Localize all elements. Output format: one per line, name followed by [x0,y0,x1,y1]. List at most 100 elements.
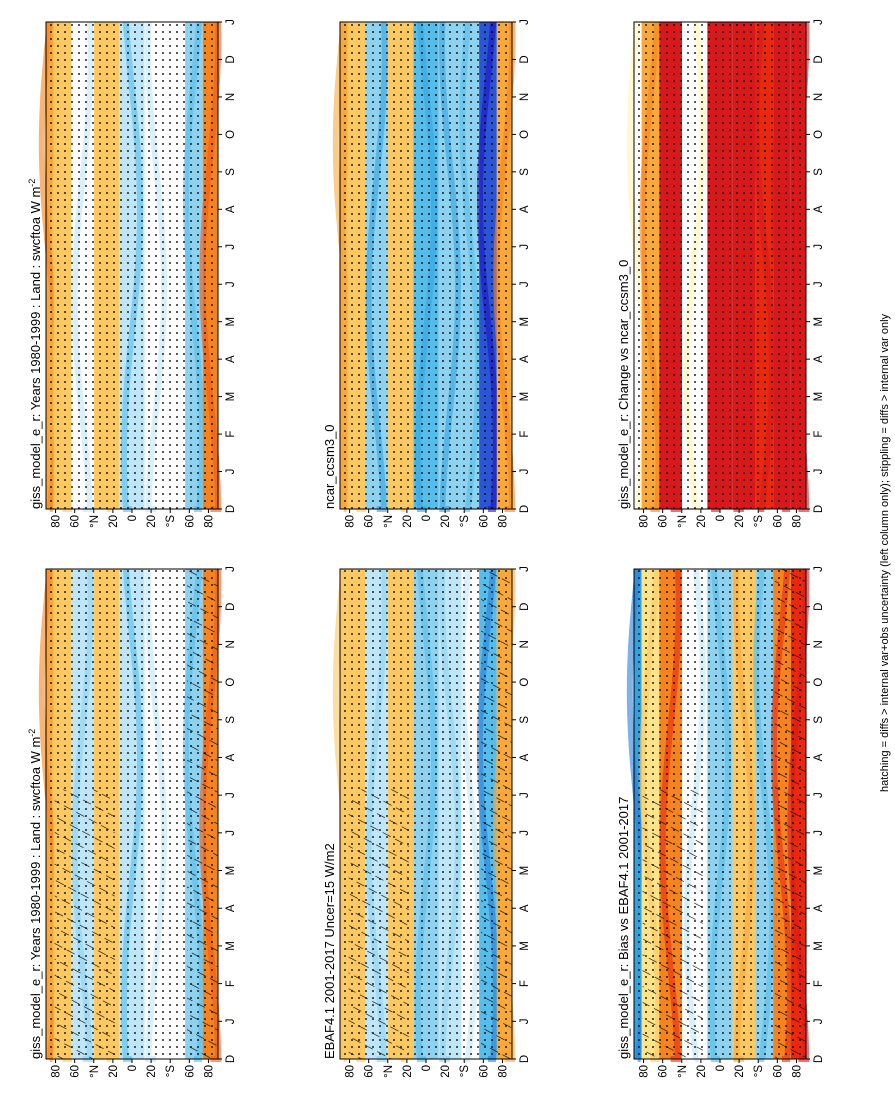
month-tick-label: A [519,753,531,761]
month-tick-label: M [519,866,531,876]
lat-tick-label: 60 [772,1065,784,1078]
hatch-overlay [54,789,115,1059]
stipple-overlay [634,22,806,509]
month-tick-label: A [225,904,237,912]
panel-r2c1: EBAF4.1 2001-2017 Uncer=15 W/m2 D J F M A M J J A… [322,566,531,1078]
footnote: hatching = diffs > internal var+obs unce… [879,313,891,792]
month-tick-label: J [225,1018,237,1024]
lat-tick-label: 0 [421,1065,433,1071]
lat-tick-label: °S [459,1065,471,1078]
hatch-overlay [642,789,703,1059]
month-tick-label: J [225,566,237,572]
month-tick-label: N [225,93,237,101]
month-tick-label: J [519,566,531,572]
lat-tick-label: 0 [715,1065,727,1071]
lat-tick-label: 80 [497,515,509,528]
month-tick-label: J [519,1018,531,1024]
lat-tick-label: 80 [497,1065,509,1078]
panel-title: giss_model_e_r: Bias vs EBAF4.1 2001-201… [616,797,631,1059]
panel-r1c1: giss_model_e_r: Years 1980-1999 : Land :… [27,566,237,1078]
month-tick-label: S [225,168,237,176]
lat-tick-label: °S [165,515,177,528]
month-tick-label: A [813,904,825,912]
month-tick-label: A [813,205,825,213]
month-tick-label: M [519,392,531,402]
hatch-overlay [187,569,218,1059]
month-tick-label: A [519,205,531,213]
hatch-overlay [481,569,513,1059]
month-tick-label: J [225,792,237,798]
lat-tick-label: °N [383,515,395,528]
month-tick-label: D [225,55,237,63]
month-tick-label: D [519,55,531,63]
lat-tick-label: °N [89,1065,101,1078]
lat-tick-label: 60 [478,515,490,528]
lat-tick-label: °N [383,1065,395,1078]
month-tick-label: O [519,678,531,687]
month-tick-label: J [225,830,237,836]
month-tick-label: M [813,392,825,402]
lat-tick-label: °N [89,515,101,528]
lat-tick-label: 0 [127,1065,139,1071]
lat-tick-label: 60 [70,1065,82,1078]
month-tick-label: M [225,941,237,951]
lat-tick-label: 20 [734,1065,746,1078]
lat-tick-label: 60 [70,515,82,528]
month-tick-label: A [225,355,237,363]
month-tick-label: J [519,469,531,475]
panel-title: giss_model_e_r: Change vs ncar_ccsm3_0 [616,260,631,509]
lat-tick-label: 0 [715,515,727,521]
month-tick-label: J [813,566,825,572]
lat-tick-label: 80 [791,515,803,528]
month-tick-label: J [519,281,531,287]
lat-tick-label: 80 [345,515,357,528]
month-tick-label: M [225,317,237,327]
month-tick-label: A [225,205,237,213]
month-tick-label: D [813,55,825,63]
month-tick-label: F [519,431,531,438]
month-tick-label: N [519,93,531,101]
month-tick-label: J [813,281,825,287]
month-tick-label: J [813,1018,825,1024]
month-tick-label: M [813,941,825,951]
month-tick-label: D [519,505,531,513]
panel-title: EBAF4.1 2001-2017 Uncer=15 W/m2 [322,843,337,1059]
lat-tick-label: 20 [108,1065,120,1078]
lat-tick-label: 80 [51,1065,63,1078]
month-tick-label: J [519,830,531,836]
month-tick-label: J [225,19,237,25]
panel-r2c2: ncar_ccsm3_0 D J F M A M J J A S O N D J 80 60 °N 20 0 20 °S 6… [322,19,531,528]
lat-tick-label: 80 [639,515,651,528]
month-tick-label: D [519,1055,531,1063]
month-tick-label: F [225,980,237,987]
month-tick-label: N [813,640,825,648]
month-tick-label: D [813,1055,825,1063]
month-tick-label: J [813,19,825,25]
month-tick-label: J [813,830,825,836]
month-tick-label: O [225,130,237,139]
stipple-overlay [340,22,512,509]
lat-tick-label: 80 [345,1065,357,1078]
month-tick-label: M [813,866,825,876]
month-tick-label: J [519,792,531,798]
month-tick-label: O [225,678,237,687]
month-tick-label: O [813,678,825,687]
month-tick-label: D [519,603,531,611]
lat-tick-label: °S [165,1065,177,1078]
month-tick-label: F [813,980,825,987]
panel-r3c2: giss_model_e_r: Change vs ncar_ccsm3_0 D J… [616,19,825,528]
month-tick-label: D [813,603,825,611]
lat-tick-label: °N [677,1065,689,1078]
lat-tick-label: 60 [478,1065,490,1078]
units-superscript: -2 [27,729,37,737]
month-tick-label: F [519,980,531,987]
lat-tick-label: 20 [696,1065,708,1078]
month-tick-label: D [813,505,825,513]
month-tick-label: M [225,392,237,402]
lat-tick-label: 20 [734,515,746,528]
lat-tick-label: °S [753,1065,765,1078]
panel-title: giss_model_e_r: Years 1980-1999 : Land :… [27,179,43,509]
month-tick-label: J [519,19,531,25]
month-tick-label: M [519,317,531,327]
panel-r3c1: giss_model_e_r: Bias vs EBAF4.1 2001-201… [616,566,825,1078]
